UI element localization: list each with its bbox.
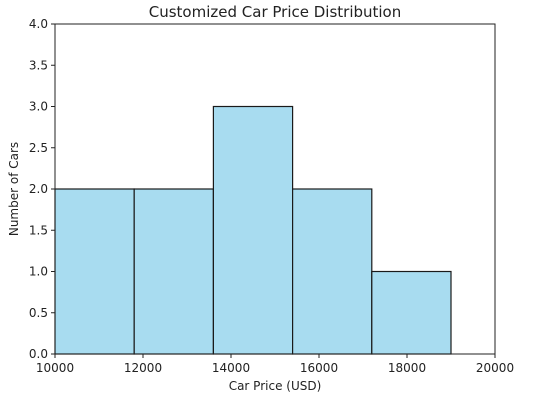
x-tick-label: 10000 xyxy=(36,361,74,375)
y-tick-label: 0.5 xyxy=(29,306,48,320)
chart-title: Customized Car Price Distribution xyxy=(149,3,402,21)
y-tick-label: 0.0 xyxy=(29,347,48,361)
histogram-bar-5 xyxy=(371,270,452,355)
y-axis-label: Number of Cars xyxy=(7,142,21,236)
y-tick-label: 1.5 xyxy=(29,223,48,237)
x-axis-label: Car Price (USD) xyxy=(229,379,322,393)
bars-layer xyxy=(54,105,452,355)
y-tick-label: 2.5 xyxy=(29,141,48,155)
x-axis: 10000 12000 14000 16000 18000 20000 xyxy=(36,354,514,375)
y-tick-label: 3.0 xyxy=(29,100,48,114)
histogram-bar-4 xyxy=(292,188,373,355)
y-tick-label: 4.0 xyxy=(29,17,48,31)
x-tick-label: 18000 xyxy=(388,361,426,375)
histogram-bar-3 xyxy=(212,105,294,355)
y-axis: 0.0 0.5 1.0 1.5 2.0 2.5 3.0 3.5 4.0 xyxy=(29,17,55,361)
x-tick-label: 14000 xyxy=(212,361,250,375)
y-tick-label: 1.0 xyxy=(29,265,48,279)
y-tick-label: 3.5 xyxy=(29,58,48,72)
x-tick-label: 20000 xyxy=(476,361,514,375)
histogram-bar-2 xyxy=(133,188,214,355)
x-tick-label: 16000 xyxy=(300,361,338,375)
histogram-bar-1 xyxy=(54,188,135,355)
y-tick-label: 2.0 xyxy=(29,182,48,196)
x-tick-label: 12000 xyxy=(124,361,162,375)
